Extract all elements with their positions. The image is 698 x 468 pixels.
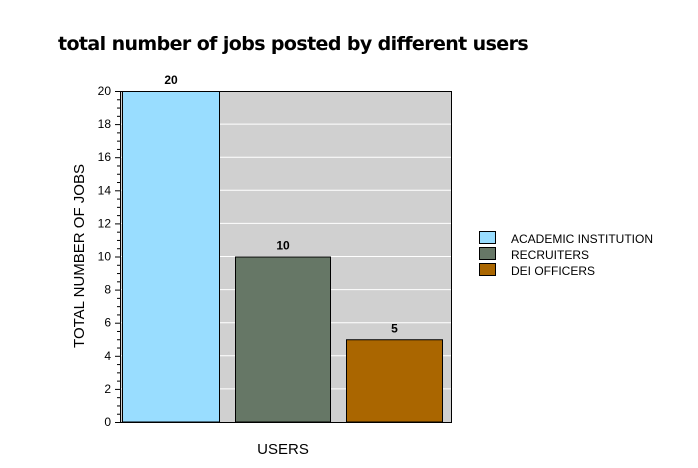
y-tick-label: 12 (98, 216, 112, 230)
bar (346, 339, 443, 423)
plot-border (120, 91, 452, 423)
y-tick-label: 2 (104, 382, 111, 396)
legend-label: DEI OFFICERS (511, 264, 595, 278)
y-tick-label: 16 (98, 150, 112, 164)
y-tick-label: 0 (104, 415, 111, 429)
y-tick-label: 10 (98, 250, 112, 264)
y-tick-label: 20 (98, 84, 112, 98)
legend-label: RECRUITERS (511, 248, 589, 262)
y-tick-label: 4 (104, 349, 111, 363)
y-axis-title: TOTAL NUMBER OF JOBS (71, 164, 88, 348)
y-tick-label: 8 (104, 283, 111, 297)
data-label: 5 (391, 321, 398, 335)
data-label: 10 (276, 239, 290, 253)
legend-label: ACADEMIC INSTITUTION (511, 232, 653, 246)
legend-swatch (479, 263, 496, 276)
legend-swatch (479, 247, 496, 260)
y-tick-label: 14 (98, 183, 112, 197)
chart-title: total number of jobs posted by different… (58, 33, 529, 55)
legend-swatch (479, 231, 496, 244)
bar (122, 91, 220, 423)
x-axis-title: USERS (257, 441, 309, 458)
y-tick-label: 6 (104, 316, 111, 330)
data-label: 20 (164, 73, 178, 87)
y-tick-label: 18 (98, 117, 112, 131)
bar (235, 256, 331, 423)
